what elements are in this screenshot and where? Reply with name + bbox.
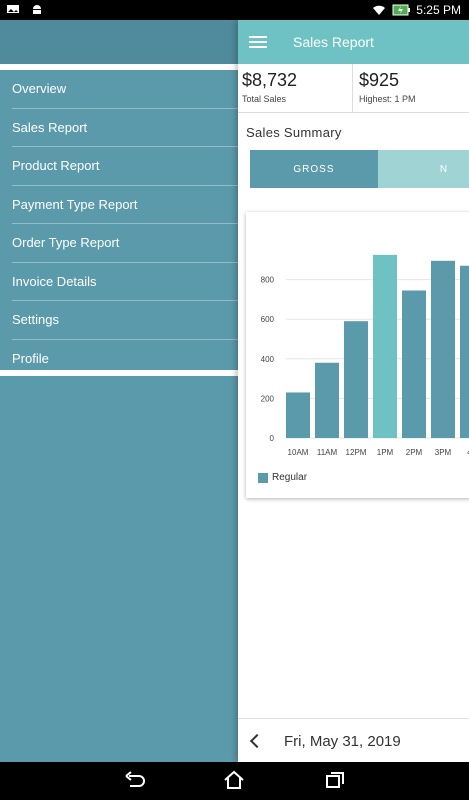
status-bar: 5:25 PM: [0, 0, 469, 20]
drawer-item-order-type-report[interactable]: Order Type Report: [12, 224, 238, 263]
stat-highest: $925 Highest: 1 PM: [353, 64, 469, 112]
bar: [315, 362, 339, 438]
drawer-menu: Overview Sales Report Product Report Pay…: [0, 64, 238, 376]
navigation-bar: [0, 762, 469, 800]
home-icon[interactable]: [223, 770, 245, 790]
stat-value: $8,732: [242, 70, 298, 90]
drawer-item-payment-type-report[interactable]: Payment Type Report: [12, 186, 238, 224]
date-label: Fri, May 31, 2019: [284, 732, 401, 750]
x-tick-label: 1PM: [377, 448, 394, 457]
bar: [431, 260, 455, 438]
bar: [344, 321, 368, 438]
x-tick-label: 10AM: [288, 448, 309, 457]
drawer-item-profile[interactable]: Profile: [12, 350, 49, 366]
image-notification-icon: [7, 5, 19, 13]
stat-label: Total Sales: [242, 94, 287, 104]
y-tick-label: 200: [261, 394, 275, 403]
drawer-item-settings[interactable]: Settings: [12, 301, 238, 340]
battery-charging-icon: [392, 4, 411, 16]
x-tick-label: 4P: [467, 448, 469, 457]
android-notification-icon: [33, 5, 41, 14]
main-content: Sales Report $8,732 Total Sales $925 Hig…: [238, 20, 469, 762]
chevron-left-icon[interactable]: [249, 733, 265, 749]
y-tick-label: 400: [261, 355, 275, 364]
legend-swatch: [258, 472, 268, 483]
stats-row: $8,732 Total Sales $925 Highest: 1 PM: [238, 64, 469, 113]
status-time: 5:25 PM: [416, 3, 461, 17]
drawer-item-product-report[interactable]: Product Report: [12, 147, 238, 186]
section-title: Sales Summary: [246, 125, 342, 140]
x-tick-label: 3PM: [435, 448, 452, 457]
drawer-header: [0, 20, 238, 64]
page-title: Sales Report: [293, 34, 374, 50]
stat-total-sales: $8,732 Total Sales: [238, 64, 353, 112]
x-tick-label: 2PM: [406, 448, 423, 457]
y-tick-label: 800: [261, 276, 275, 285]
drawer-item-sales-report[interactable]: Sales Report: [12, 109, 238, 147]
stat-label: Highest: 1 PM: [359, 94, 416, 104]
wifi-icon: [373, 5, 386, 15]
stat-value: $925: [359, 70, 400, 90]
tab-gross[interactable]: GROSS: [250, 150, 378, 188]
chart-card: 0 200 400 600 800 10AM 11AM 12PM 1PM 2PM 3PM 4P Reg…: [246, 212, 469, 498]
tab-net[interactable]: N: [377, 150, 469, 188]
bar: [373, 254, 397, 438]
x-tick-label: 12PM: [346, 448, 367, 457]
x-tick-label: 11AM: [317, 448, 338, 457]
drawer-item-invoice-details[interactable]: Invoice Details: [12, 263, 238, 301]
drawer-background: [0, 376, 238, 762]
drawer-item-overview[interactable]: Overview: [12, 70, 238, 109]
chart-legend: Regular: [258, 472, 307, 483]
back-icon[interactable]: [124, 770, 146, 790]
legend-label: Regular: [272, 472, 308, 483]
y-tick-label: 0: [270, 434, 275, 443]
gross-net-toggle: GROSS N: [250, 150, 469, 188]
sales-bar-chart: 0 200 400 600 800 10AM 11AM 12PM 1PM 2PM 3PM 4P: [261, 254, 469, 457]
date-bar: Fri, May 31, 2019: [238, 718, 469, 762]
menu-icon[interactable]: [249, 33, 267, 51]
app-bar: Sales Report: [238, 20, 469, 64]
recent-apps-icon[interactable]: [324, 770, 346, 790]
bar: [286, 392, 310, 438]
y-tick-label: 600: [261, 315, 275, 324]
bar: [402, 290, 426, 438]
bar: [460, 265, 469, 438]
